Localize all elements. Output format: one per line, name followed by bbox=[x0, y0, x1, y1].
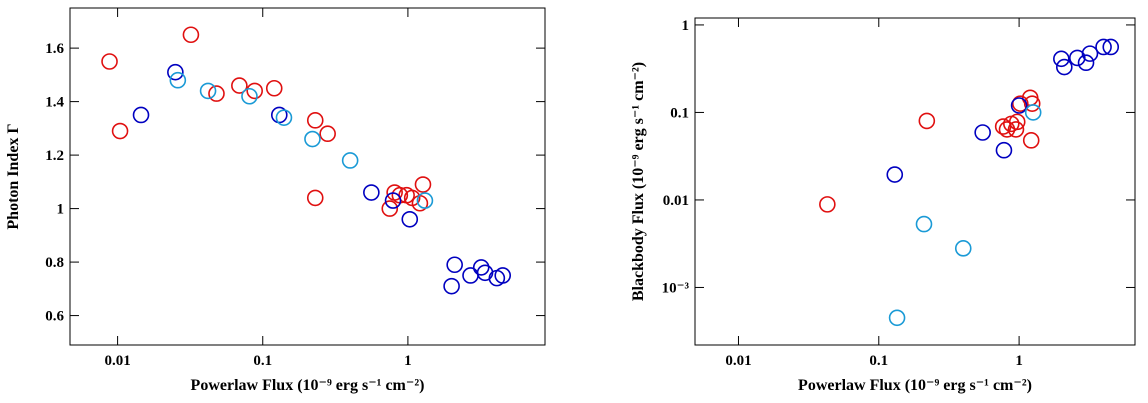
data-point bbox=[101, 53, 118, 70]
data-point bbox=[1053, 50, 1070, 68]
data-point bbox=[363, 184, 380, 201]
data-point bbox=[265, 79, 283, 97]
data-point bbox=[915, 215, 933, 233]
data-point bbox=[974, 124, 991, 141]
data-point bbox=[954, 240, 972, 257]
x-tick-label: 1 bbox=[404, 353, 412, 369]
y-tick-label: 0.6 bbox=[45, 309, 64, 325]
data-point bbox=[443, 277, 460, 295]
y-axis-title: Blackbody Flux (10⁻⁹ erg s⁻¹ cm⁻²) bbox=[630, 62, 647, 301]
data-point bbox=[888, 309, 906, 327]
data-point bbox=[319, 125, 336, 143]
data-point bbox=[241, 87, 258, 105]
data-point bbox=[1022, 132, 1040, 149]
data-point bbox=[1011, 95, 1029, 112]
data-point bbox=[231, 77, 248, 94]
data-point bbox=[208, 85, 225, 102]
data-point bbox=[918, 112, 936, 130]
y-tick-label: 10⁻³ bbox=[662, 280, 690, 296]
y-tick-label: 0.01 bbox=[663, 193, 689, 209]
x-tick-label: 0.01 bbox=[104, 353, 130, 369]
y-axis-title: Photon Index Γ bbox=[5, 123, 22, 229]
y-tick-label: 1 bbox=[57, 202, 65, 218]
data-point bbox=[111, 122, 129, 140]
data-point bbox=[381, 200, 399, 217]
plot-frame bbox=[69, 7, 546, 346]
data-point bbox=[886, 166, 904, 183]
data-point bbox=[167, 63, 184, 81]
data-point bbox=[494, 267, 512, 284]
x-tick-label: 1 bbox=[1015, 353, 1023, 369]
y-tick-label: 1 bbox=[682, 18, 690, 34]
x-tick-label: 0.01 bbox=[725, 353, 751, 369]
data-point bbox=[1010, 97, 1028, 114]
data-point bbox=[169, 71, 187, 89]
x-tick-label: 0.1 bbox=[253, 353, 272, 369]
data-point bbox=[1069, 49, 1086, 67]
data-point bbox=[416, 192, 434, 209]
data-point bbox=[995, 141, 1013, 159]
data-point bbox=[304, 130, 321, 148]
y-tick-label: 1.6 bbox=[45, 41, 64, 57]
data-point bbox=[1056, 58, 1073, 76]
data-point bbox=[819, 196, 836, 213]
data-point bbox=[462, 267, 479, 284]
x-axis-title: Powerlaw Flux (10⁻⁹ erg s⁻¹ cm⁻²) bbox=[191, 377, 425, 394]
y-tick-label: 0.8 bbox=[45, 255, 64, 271]
data-point bbox=[414, 176, 432, 193]
data-point bbox=[472, 259, 490, 276]
data-point bbox=[1077, 54, 1095, 72]
data-point bbox=[132, 106, 150, 124]
y-tick-label: 0.1 bbox=[670, 105, 689, 121]
data-point bbox=[1008, 113, 1026, 131]
data-point bbox=[306, 112, 324, 129]
data-point bbox=[275, 109, 293, 126]
data-point bbox=[306, 189, 324, 207]
data-point bbox=[446, 256, 463, 274]
data-point bbox=[246, 82, 263, 100]
data-point bbox=[1007, 121, 1025, 138]
data-point bbox=[341, 152, 359, 169]
y-tick-label: 1.4 bbox=[45, 95, 64, 111]
data-point bbox=[1095, 38, 1112, 56]
data-point bbox=[401, 210, 419, 228]
data-point bbox=[384, 192, 402, 209]
data-point bbox=[1102, 38, 1120, 56]
plot-frame bbox=[694, 17, 1136, 346]
x-axis-title: Powerlaw Flux (10⁻⁹ erg s⁻¹ cm⁻²) bbox=[798, 377, 1032, 394]
x-tick-label: 0.1 bbox=[869, 353, 888, 369]
data-point bbox=[182, 26, 200, 44]
data-point bbox=[1081, 45, 1099, 62]
data-point bbox=[199, 82, 217, 100]
data-point bbox=[476, 264, 494, 282]
y-tick-label: 1.2 bbox=[45, 148, 64, 164]
data-point bbox=[1024, 104, 1042, 121]
